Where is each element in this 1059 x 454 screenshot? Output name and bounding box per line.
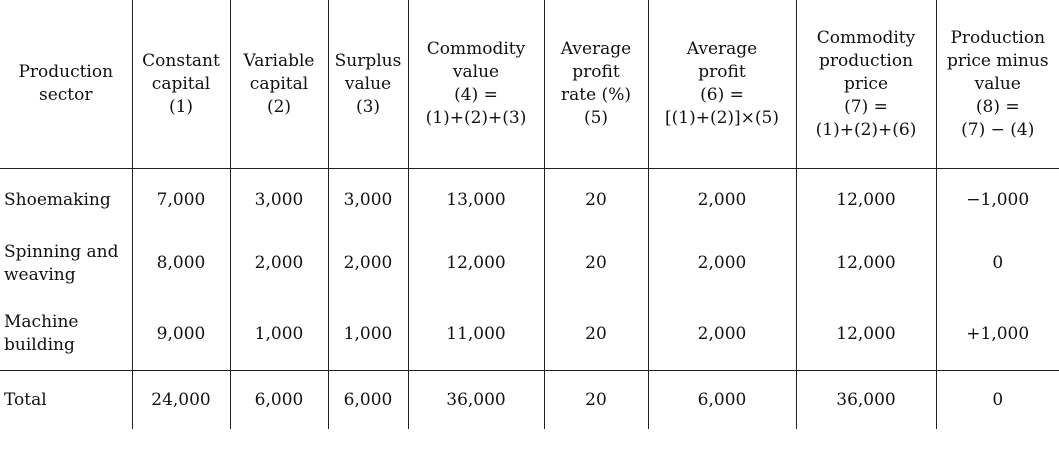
cell-sector: Machine building — [0, 298, 132, 371]
header-average-profit: Average profit (6) = [(1)+(2)]×(5) — [647, 0, 796, 169]
cell-total-price-minus-value: 0 — [935, 370, 1059, 429]
cell-total-average-profit: 6,000 — [647, 370, 796, 429]
cell-average-profit: 2,000 — [647, 168, 796, 229]
cell-commodity-value: 11,000 — [407, 298, 544, 371]
cell-price-minus-value: 0 — [935, 229, 1059, 298]
cell-production-price: 12,000 — [795, 168, 936, 229]
cell-total-label: Total — [4, 389, 47, 410]
header-row: Production sector Constant capital (1) V… — [0, 0, 1059, 169]
cell-average-profit-rate: 20 — [543, 298, 648, 371]
cell-surplus-value: 3,000 — [327, 168, 408, 229]
cell-variable-capital: 2,000 — [229, 229, 328, 298]
header-production-sector: Production sector — [0, 0, 132, 169]
header-surplus-value: Surplus value (3) — [327, 0, 408, 169]
table-row-machine-building: Machine building 9,000 1,000 1,000 11,00… — [0, 298, 1059, 371]
header-variable-capital: Variable capital (2) — [229, 0, 328, 169]
cell-average-profit: 2,000 — [647, 298, 796, 371]
cell-commodity-value: 13,000 — [407, 168, 544, 229]
cell-total-surplus-value: 6,000 — [327, 370, 408, 429]
header-price-minus-value: Production price minus value (8) = (7) −… — [935, 0, 1059, 169]
cell-variable-capital: 3,000 — [229, 168, 328, 229]
cell-total-average-profit-rate: 20 — [543, 370, 648, 429]
table-row-spinning-weaving: Spinning and weaving 8,000 2,000 2,000 1… — [0, 229, 1059, 298]
cell-price-minus-value: +1,000 — [935, 298, 1059, 371]
cell-production-price: 12,000 — [795, 298, 936, 371]
cell-constant-capital: 7,000 — [131, 168, 230, 229]
cell-average-profit-rate: 20 — [543, 229, 648, 298]
cell-price-minus-value: −1,000 — [935, 168, 1059, 229]
header-commodity-production-price: Commodity production price (7) = (1)+(2)… — [795, 0, 936, 169]
cell-average-profit: 2,000 — [647, 229, 796, 298]
cell-variable-capital: 1,000 — [229, 298, 328, 371]
cell-total-production-price: 36,000 — [795, 370, 936, 429]
header-constant-capital: Constant capital (1) — [131, 0, 230, 169]
table-row-shoemaking: Shoemaking 7,000 3,000 3,000 13,000 20 2… — [0, 168, 1059, 229]
header-average-profit-rate: Average profit rate (%) (5) — [543, 0, 648, 169]
header-commodity-value: Commodity value (4) = (1)+(2)+(3) — [407, 0, 544, 169]
cell-constant-capital: 8,000 — [131, 229, 230, 298]
cell-surplus-value: 1,000 — [327, 298, 408, 371]
cell-production-price: 12,000 — [795, 229, 936, 298]
cell-average-profit-rate: 20 — [543, 168, 648, 229]
production-price-table: Production sector Constant capital (1) V… — [0, 0, 1059, 429]
table-row-total: Total 24,000 6,000 6,000 36,000 20 6,000… — [0, 370, 1059, 429]
cell-commodity-value: 12,000 — [407, 229, 544, 298]
cell-constant-capital: 9,000 — [131, 298, 230, 371]
cell-total-commodity-value: 36,000 — [407, 370, 544, 429]
cell-surplus-value: 2,000 — [327, 229, 408, 298]
cell-total-variable-capital: 6,000 — [229, 370, 328, 429]
cell-sector: Spinning and weaving — [4, 241, 119, 285]
cell-total-constant-capital: 24,000 — [131, 370, 230, 429]
cell-sector: Shoemaking — [4, 189, 111, 210]
